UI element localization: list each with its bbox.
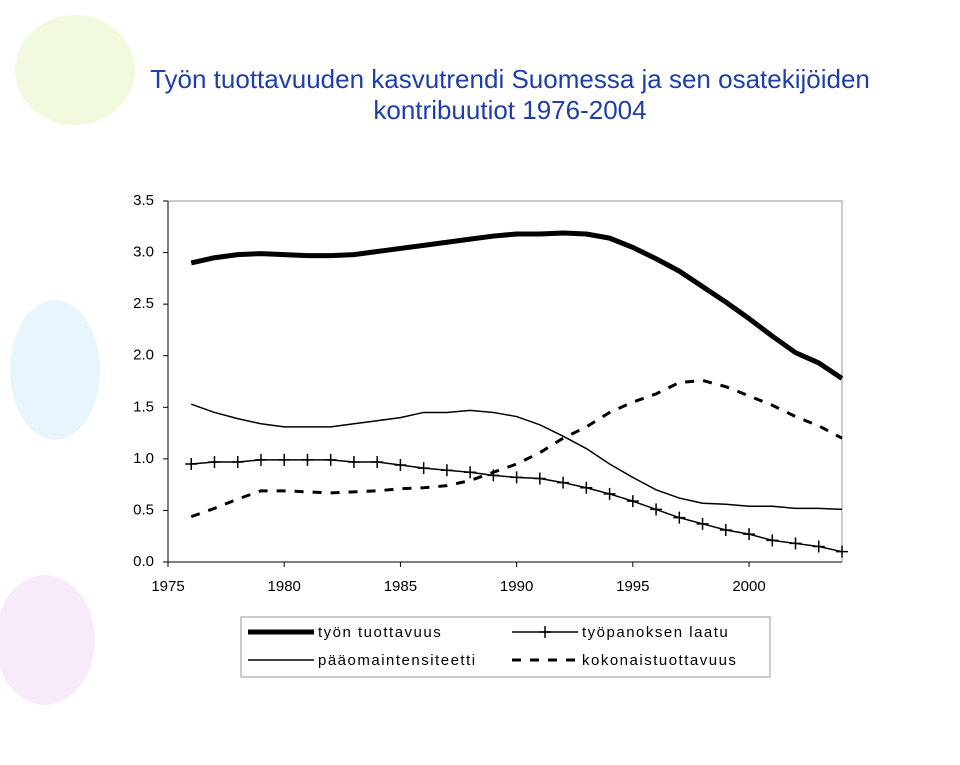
legend-label: työn tuottavuus: [318, 624, 442, 641]
point-marker: [626, 495, 639, 508]
point-marker: [603, 487, 616, 500]
y-tick-label: 3.0: [133, 244, 154, 261]
point-marker: [371, 455, 384, 468]
point-marker: [557, 476, 570, 489]
point-marker: [464, 466, 477, 479]
y-tick-label: 1.0: [133, 450, 154, 467]
point-marker: [673, 511, 686, 524]
point-marker: [812, 540, 825, 553]
point-marker: [231, 455, 244, 468]
y-tick-label: 0.0: [133, 553, 154, 570]
legend-label: työpanoksen laatu: [582, 624, 729, 641]
x-tick-label: 2000: [732, 578, 765, 595]
point-marker: [719, 524, 732, 537]
point-marker: [650, 503, 663, 516]
point-marker: [278, 453, 291, 466]
point-marker: [347, 455, 360, 468]
point-marker: [394, 459, 407, 472]
point-marker: [417, 462, 430, 475]
legend-label: pääomaintensiteetti: [318, 652, 477, 669]
point-marker: [789, 537, 802, 550]
legend: [240, 616, 771, 678]
point-marker: [836, 545, 848, 558]
y-tick-label: 2.0: [133, 347, 154, 364]
point-marker: [185, 458, 198, 471]
point-marker: [301, 453, 314, 466]
point-marker: [743, 528, 756, 541]
x-tick-label: 1995: [616, 578, 649, 595]
x-tick-label: 1975: [151, 578, 184, 595]
line: [190, 403, 843, 511]
y-tick-label: 3.5: [133, 192, 154, 209]
point-marker: [254, 453, 267, 466]
chart-title: Työn tuottavuuden kasvutrendi Suomessa j…: [150, 64, 870, 94]
x-tick-label: 1985: [384, 578, 417, 595]
point-marker: [510, 471, 523, 484]
point-marker: [208, 455, 221, 468]
y-tick-label: 1.5: [133, 398, 154, 415]
legend-label: kokonaistuottavuus: [582, 652, 737, 669]
legend-marker: [539, 626, 551, 638]
y-tick-label: 2.5: [133, 295, 154, 312]
x-tick-label: 1980: [268, 578, 301, 595]
point-marker: [696, 517, 709, 530]
chart-title: kontribuutiot 1976-2004: [373, 95, 646, 125]
background-decoration: [0, 15, 135, 705]
point-marker: [766, 534, 779, 547]
line: [190, 230, 844, 381]
line: [190, 378, 843, 519]
point-marker: [533, 472, 546, 485]
point-marker: [440, 464, 453, 477]
y-tick-label: 0.5: [133, 501, 154, 518]
point-marker: [324, 453, 337, 466]
point-marker: [580, 481, 593, 494]
x-tick-label: 1990: [500, 578, 533, 595]
